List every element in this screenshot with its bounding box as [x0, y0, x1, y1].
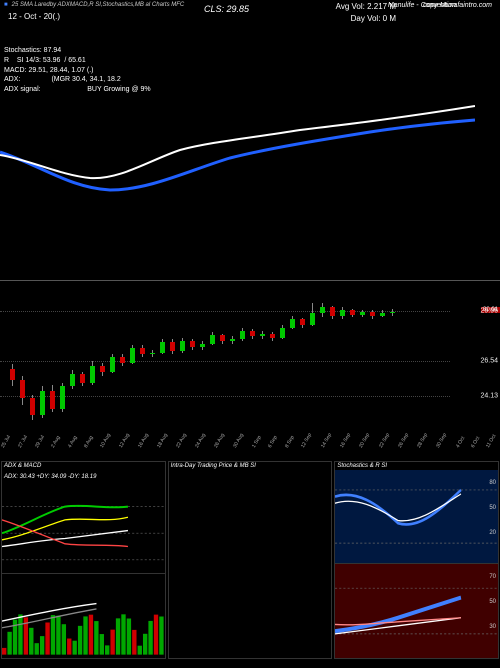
day-volume: Day Vol: 0 M [351, 14, 396, 23]
x-axis-labels: 25 Jul27 Jul29 Jul2 Aug4 Aug8 Aug10 Aug1… [0, 446, 500, 452]
intraday-panel: Intra-Day Trading Price & MB SI [168, 461, 333, 659]
avg-volume: Avg Vol: 2.217 M [336, 2, 396, 11]
indicator-stats: Stochastics: 87.94R SI 14/3: 53.96 / 65.… [4, 46, 151, 95]
sub-panels: ADX & MACD ADX: 30.43 +DY: 34.09 -DY: 18… [0, 460, 500, 660]
chart-header: ■25 SMA Laredby ADXMACD,R SI,Stochastics… [4, 2, 496, 32]
sma-line-chart [0, 100, 500, 200]
site-name: copy Munafaintro.com [423, 2, 492, 9]
candlestick-chart: 30.01 29.9626.5424.13 25 Jul27 Jul29 Jul… [0, 280, 500, 440]
adx-macd-panel: ADX & MACD ADX: 30.43 +DY: 34.09 -DY: 18… [1, 461, 166, 659]
stochastics-rsi-panel: Stochastics & R SI 805020 705030 [334, 461, 499, 659]
chart-date: 12 - Oct - 20(.) [8, 12, 60, 21]
close-price: CLS: 29.85 [204, 4, 249, 14]
